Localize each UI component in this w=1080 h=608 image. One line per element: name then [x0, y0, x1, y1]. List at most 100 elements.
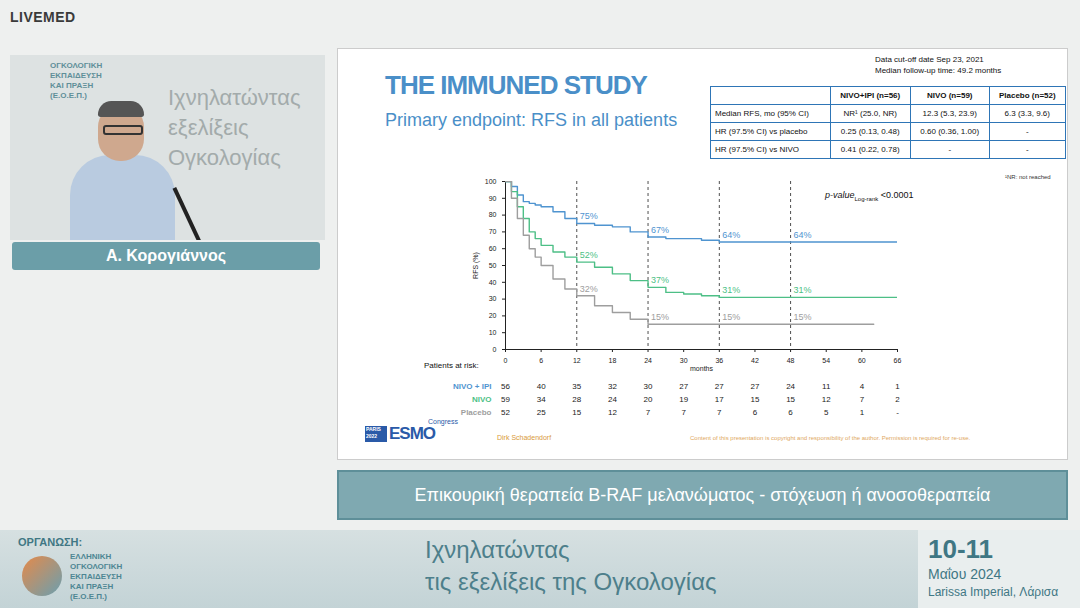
svg-text:100: 100 — [485, 178, 497, 185]
svg-text:18: 18 — [609, 357, 617, 364]
svg-text:11: 11 — [822, 382, 831, 391]
svg-text:40: 40 — [537, 382, 546, 391]
svg-text:12: 12 — [608, 408, 617, 417]
svg-text:28: 28 — [572, 395, 581, 404]
svg-text:0: 0 — [504, 357, 508, 364]
svg-text:months: months — [690, 365, 713, 372]
svg-text:15: 15 — [786, 395, 795, 404]
svg-text:40: 40 — [489, 279, 497, 286]
svg-text:42: 42 — [751, 357, 759, 364]
svg-text:32%: 32% — [580, 284, 598, 294]
svg-text:10: 10 — [489, 329, 497, 336]
html-text:NIVO (n=59): NIVO (n=59) — [926, 91, 973, 100]
svg-text:Placebo: Placebo — [461, 408, 492, 417]
svg-text:32: 32 — [608, 382, 617, 391]
svg-text:15: 15 — [751, 395, 760, 404]
svg-text:1: 1 — [895, 382, 900, 391]
svg-text:31%: 31% — [794, 285, 812, 295]
html-text:τις εξελίξεις της Ογκολογίας: τις εξελίξεις της Ογκολογίας — [425, 568, 717, 595]
html-text:Μαΐου 2024: Μαΐου 2024 — [928, 566, 1002, 582]
svg-text:7: 7 — [717, 408, 722, 417]
svg-text:37%: 37% — [651, 275, 669, 285]
svg-text:60: 60 — [858, 357, 866, 364]
svg-text:54: 54 — [822, 357, 830, 364]
svg-text:67%: 67% — [651, 225, 669, 235]
html-text:Επικουρική θεραπεία B-RAF μελα: Επικουρική θεραπεία B-RAF μελανώματος - … — [414, 485, 991, 505]
svg-text:-: - — [896, 408, 899, 417]
svg-text:24: 24 — [608, 395, 617, 404]
svg-text:12: 12 — [573, 357, 581, 364]
svg-text:80: 80 — [489, 211, 497, 218]
svg-text:52: 52 — [501, 408, 510, 417]
svg-text:25: 25 — [537, 408, 546, 417]
svg-text:1: 1 — [860, 408, 865, 417]
svg-text:36: 36 — [715, 357, 723, 364]
svg-text:7: 7 — [681, 408, 686, 417]
html-text:THE IMMUNED STUDY: THE IMMUNED STUDY — [385, 70, 647, 100]
svg-text:20: 20 — [489, 312, 497, 319]
svg-text:59: 59 — [501, 395, 510, 404]
svg-text:64%: 64% — [722, 230, 740, 240]
html-text:Larissa Imperial, Λάρισα: Larissa Imperial, Λάρισα — [928, 585, 1059, 599]
svg-text:56: 56 — [501, 382, 510, 391]
html-text:ΟΡΓΑΝΩΣΗ:: ΟΡΓΑΝΩΣΗ: — [18, 536, 83, 548]
svg-text:7: 7 — [646, 408, 651, 417]
svg-text:12: 12 — [822, 395, 831, 404]
svg-text:24: 24 — [786, 382, 795, 391]
svg-text:17: 17 — [715, 395, 724, 404]
svg-text:0: 0 — [493, 346, 497, 353]
html-text:ESMO: ESMO — [389, 424, 436, 443]
svg-text:64%: 64% — [794, 230, 812, 240]
svg-text:35: 35 — [572, 382, 581, 391]
svg-text:6: 6 — [788, 408, 793, 417]
svg-text:30: 30 — [489, 295, 497, 302]
svg-text:50: 50 — [489, 262, 497, 269]
svg-text:7: 7 — [860, 395, 865, 404]
svg-text:34: 34 — [537, 395, 546, 404]
html-text:ΚΑΙ ΠΡΑΞΗ: ΚΑΙ ΠΡΑΞΗ — [50, 81, 94, 90]
svg-text:NIVO: NIVO — [472, 395, 492, 404]
svg-text:60: 60 — [489, 245, 497, 252]
html-text:p-valueLog-rank<0.0001: p-valueLog-rank<0.0001 — [825, 190, 914, 202]
svg-text:15%: 15% — [794, 312, 812, 322]
svg-text:6: 6 — [539, 357, 543, 364]
svg-text:90: 90 — [489, 195, 497, 202]
svg-text:NIVO + IPI: NIVO + IPI — [453, 382, 491, 391]
html-text:Ογκολογίας: Ογκολογίας — [168, 145, 281, 170]
html-text:ΕΚΠΑΙΔΕΥΣΗ: ΕΚΠΑΙΔΕΥΣΗ — [50, 71, 102, 80]
html-text:LIVEMED: LIVEMED — [10, 9, 76, 25]
svg-text:27: 27 — [679, 382, 688, 391]
svg-text:30: 30 — [644, 382, 653, 391]
html-text:(Ε.Ο.Ε.Π.): (Ε.Ο.Ε.Π.) — [50, 91, 87, 100]
html-text:Median follow-up time: 49.2 mo: Median follow-up time: 49.2 months — [875, 66, 1002, 75]
html-text:Ιχνηλατώντας: Ιχνηλατώντας — [425, 536, 570, 563]
svg-text:27: 27 — [751, 382, 760, 391]
svg-text:52%: 52% — [580, 250, 598, 260]
svg-text:75%: 75% — [580, 211, 598, 221]
html-text:Data cut-off date Sep 23, 2021: Data cut-off date Sep 23, 2021 — [875, 55, 984, 64]
svg-text:19: 19 — [679, 395, 688, 404]
html-text:Primary endpoint: RFS in all p: Primary endpoint: RFS in all patients — [385, 110, 678, 130]
svg-text:15: 15 — [572, 408, 581, 417]
svg-text:RFS (%): RFS (%) — [472, 252, 480, 279]
svg-text:48: 48 — [787, 357, 795, 364]
html-text:Ιχνηλατώντας: Ιχνηλατώντας — [168, 85, 301, 110]
svg-text:15%: 15% — [651, 312, 669, 322]
html-text:Α. Κορογιάννος: Α. Κορογιάννος — [105, 247, 227, 264]
svg-text:20: 20 — [644, 395, 653, 404]
svg-text:24: 24 — [644, 357, 652, 364]
svg-text:27: 27 — [715, 382, 724, 391]
svg-text:4: 4 — [860, 382, 865, 391]
html-text:NIVO+IPI (n=56): NIVO+IPI (n=56) — [840, 91, 901, 100]
html-text:ΟΓΚΟΛΟΓΙΚΗ: ΟΓΚΟΛΟΓΙΚΗ — [50, 61, 103, 70]
svg-text:31%: 31% — [722, 285, 740, 295]
svg-text:2: 2 — [895, 395, 900, 404]
svg-text:30: 30 — [680, 357, 688, 364]
html-text:10-11: 10-11 — [928, 534, 994, 564]
svg-text:15%: 15% — [722, 312, 740, 322]
html-text:εξελίξεις: εξελίξεις — [168, 115, 249, 140]
svg-text:66: 66 — [894, 357, 902, 364]
svg-text:6: 6 — [753, 408, 758, 417]
svg-text:5: 5 — [824, 408, 829, 417]
svg-text:70: 70 — [489, 228, 497, 235]
